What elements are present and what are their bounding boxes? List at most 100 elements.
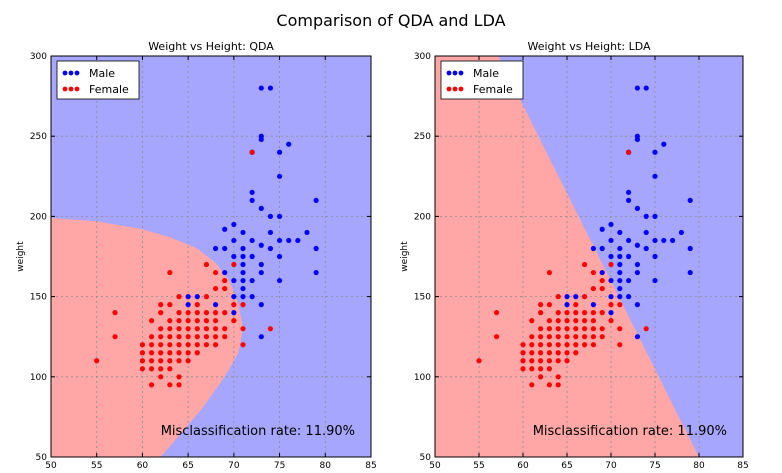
male-point bbox=[258, 334, 264, 340]
female-point bbox=[529, 366, 535, 372]
male-point bbox=[240, 261, 246, 268]
axes-frame bbox=[50, 55, 372, 458]
male-point bbox=[249, 197, 255, 203]
female-point bbox=[599, 277, 605, 284]
female-point bbox=[167, 326, 173, 332]
female-point bbox=[643, 326, 649, 332]
female-point bbox=[582, 294, 588, 300]
female-point bbox=[599, 326, 605, 332]
male-point bbox=[276, 173, 283, 179]
female-point bbox=[573, 326, 579, 332]
female-point bbox=[203, 326, 210, 332]
male-legend-marker bbox=[458, 70, 464, 76]
male-point bbox=[222, 245, 228, 252]
male-point bbox=[617, 261, 623, 268]
female-point bbox=[546, 382, 553, 388]
legend-box bbox=[440, 60, 524, 100]
male-point bbox=[185, 302, 191, 308]
female-point bbox=[555, 374, 561, 380]
x-tick-label: 80 bbox=[320, 461, 332, 471]
female-point bbox=[148, 366, 155, 372]
male-point bbox=[240, 229, 246, 236]
female-point bbox=[139, 342, 146, 348]
y-axis-label: weight bbox=[16, 241, 26, 272]
female-point bbox=[212, 334, 219, 340]
female-point bbox=[158, 326, 164, 332]
male-point bbox=[590, 302, 597, 308]
male-point bbox=[313, 269, 319, 276]
male-point bbox=[670, 237, 676, 244]
legend-label: Male bbox=[473, 67, 499, 80]
female-point bbox=[267, 326, 274, 332]
male-point bbox=[634, 136, 641, 143]
female-point bbox=[176, 374, 182, 380]
male-point bbox=[617, 285, 623, 292]
female-point bbox=[158, 366, 164, 372]
y-tick-label: 200 bbox=[414, 212, 431, 222]
y-tick-label: 50 bbox=[420, 453, 432, 463]
y-tick-label: 100 bbox=[30, 373, 47, 383]
male-point bbox=[267, 229, 274, 236]
female-point bbox=[212, 269, 219, 276]
male-point bbox=[626, 189, 632, 195]
male-legend-marker bbox=[62, 70, 68, 76]
female-legend-marker bbox=[74, 86, 80, 92]
female-point bbox=[582, 326, 588, 332]
male-point bbox=[678, 229, 685, 236]
male-point bbox=[634, 269, 641, 276]
male-point bbox=[652, 277, 658, 284]
female-point bbox=[231, 318, 237, 324]
female-point bbox=[185, 334, 191, 340]
female-point bbox=[590, 342, 597, 348]
male-legend-marker bbox=[74, 70, 80, 76]
male-point bbox=[240, 285, 246, 292]
male-point bbox=[599, 245, 605, 252]
legend-label: Male bbox=[89, 67, 115, 80]
y-tick-label: 300 bbox=[30, 52, 47, 62]
male-point bbox=[608, 253, 614, 260]
legend-box bbox=[56, 60, 140, 100]
female-point bbox=[203, 294, 210, 300]
male-point bbox=[295, 237, 301, 244]
female-point bbox=[203, 261, 210, 268]
female-point bbox=[520, 350, 526, 356]
x-tick-label: 75 bbox=[274, 461, 285, 471]
female-legend-marker bbox=[68, 86, 74, 92]
male-point bbox=[626, 237, 632, 244]
male-point bbox=[661, 237, 667, 244]
female-point bbox=[222, 334, 228, 340]
male-point bbox=[276, 237, 283, 244]
female-point bbox=[167, 350, 173, 356]
female-point bbox=[167, 318, 173, 324]
female-point bbox=[148, 358, 155, 364]
female-point bbox=[158, 310, 164, 316]
x-tick-label: 50 bbox=[429, 461, 441, 471]
male-point bbox=[231, 277, 237, 284]
female-point bbox=[476, 358, 482, 364]
male-point bbox=[276, 149, 283, 155]
male-point bbox=[617, 245, 623, 252]
female-point bbox=[158, 334, 164, 340]
misclassification-rate: Misclassification rate: 11.90% bbox=[533, 424, 727, 439]
qda-subplot: 50 55 60 65 70 75 80 85 50 100 150 200 250 300 Weight … bbox=[16, 40, 377, 471]
male-point bbox=[608, 277, 614, 284]
male-point bbox=[626, 253, 632, 260]
male-point bbox=[212, 302, 219, 308]
male-point bbox=[687, 245, 693, 252]
x-tick-label: 80 bbox=[693, 461, 705, 471]
female-point bbox=[185, 350, 191, 356]
male-point bbox=[222, 226, 228, 232]
female-legend-marker bbox=[62, 86, 68, 92]
female-point bbox=[546, 269, 553, 276]
female-point bbox=[590, 285, 597, 292]
male-point bbox=[240, 253, 246, 260]
male-point bbox=[258, 136, 264, 143]
female-point bbox=[582, 318, 588, 324]
male-point bbox=[313, 197, 319, 203]
male-point bbox=[249, 189, 255, 195]
male-legend-marker bbox=[452, 70, 458, 76]
female-point bbox=[590, 310, 597, 316]
male-point bbox=[249, 253, 255, 260]
female-point bbox=[538, 326, 544, 332]
y-axis-label: weight bbox=[400, 241, 410, 272]
